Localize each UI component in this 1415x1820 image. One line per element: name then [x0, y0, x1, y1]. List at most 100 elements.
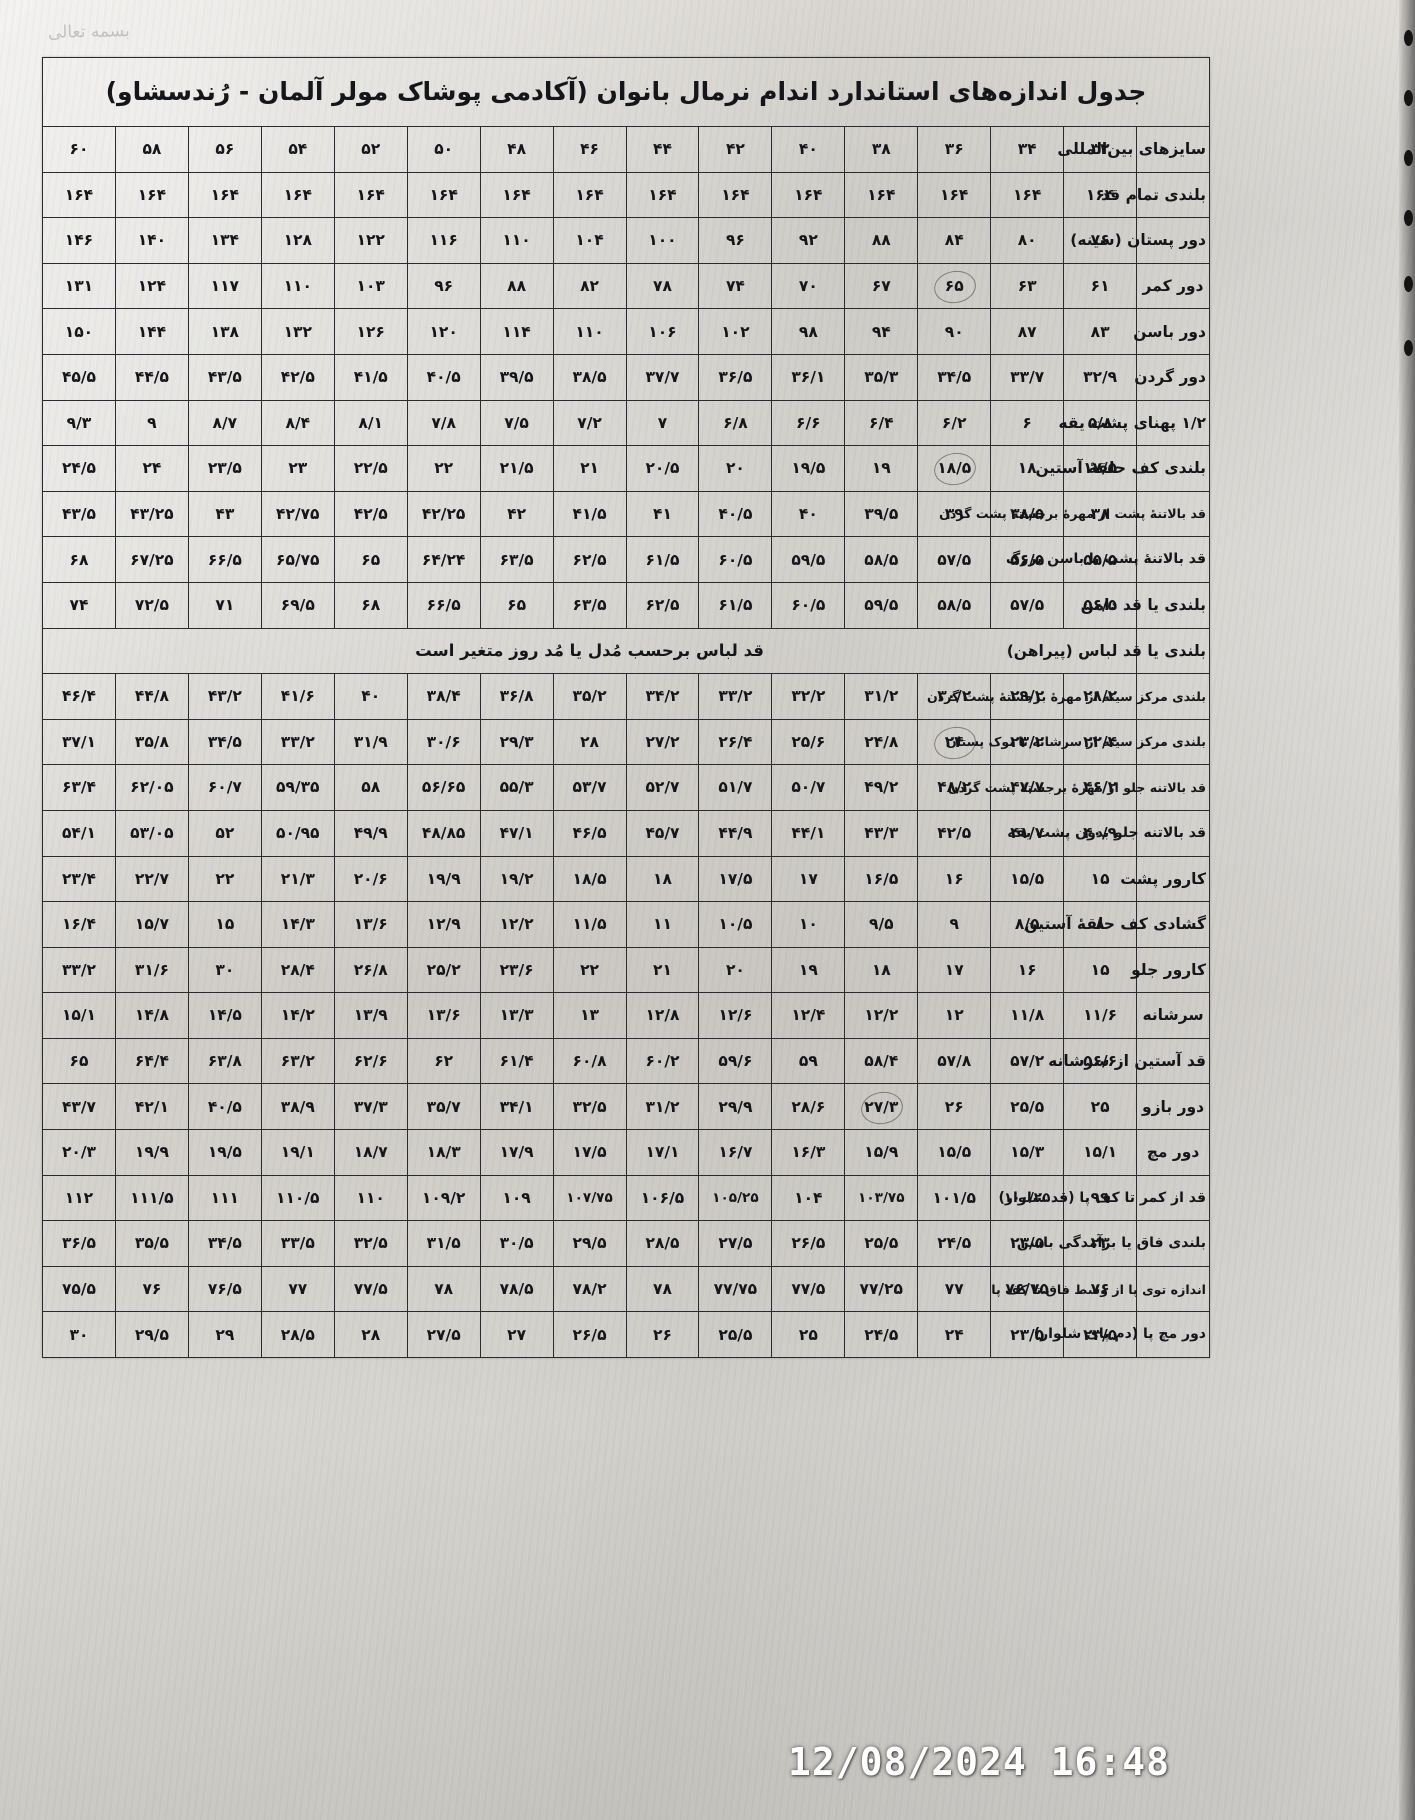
- row-label: دور بازو: [1136, 1083, 1210, 1131]
- cell-value: ۴۰/۵: [187, 1083, 262, 1131]
- cell-value: ۶۰/۵: [698, 536, 773, 583]
- cell-value: ۵۹/۵: [771, 536, 846, 583]
- cell-value: ۶۲/۰۵: [114, 764, 189, 811]
- cell-value: ۹۶: [406, 262, 481, 310]
- cell-value: ۲۸/۵: [260, 1311, 335, 1359]
- cell-value: ۱۹: [771, 946, 846, 994]
- cell-value: ۵۰/۷: [771, 764, 846, 811]
- cell-value: ۴۳: [187, 490, 262, 538]
- cell-value: ۳۳/۲: [260, 718, 335, 766]
- cell-value: ۶۲: [406, 1037, 481, 1085]
- cell-value: ۷۷: [917, 1265, 992, 1313]
- cell-value: ۶۴/۲۴: [406, 536, 481, 583]
- cell-value: ۵۳/۷: [552, 764, 627, 811]
- cell-value: ۴۲: [698, 126, 773, 173]
- cell-value: ۱۵: [187, 901, 262, 948]
- cell-value: ۴۸: [479, 126, 554, 173]
- cell-value: ۵۸/۵: [844, 536, 919, 583]
- cell-value: ۶۰/۲: [625, 1037, 700, 1085]
- cell-value: ۸۴: [917, 217, 992, 264]
- cell-value: ۱۸/۵: [552, 855, 627, 903]
- cell-value: ۱۱۱/۵: [114, 1174, 189, 1222]
- cell-value: ۸/۱: [333, 399, 408, 447]
- cell-value: ۵۵/۵: [1063, 536, 1138, 583]
- cell-value: ۱۵/۳: [990, 1129, 1065, 1176]
- cell-value: ۵۸: [333, 764, 408, 811]
- cell-value: ۳۳/۲: [698, 673, 773, 720]
- cell-value: ۵۹/۶: [698, 1037, 773, 1085]
- cell-value: ۹/۵: [844, 901, 919, 948]
- cell-value: ۷۷/۷۵: [698, 1265, 773, 1313]
- cell-value: ۴۲/۲۵: [406, 490, 481, 538]
- cell-value: ۵۰: [406, 126, 481, 173]
- cell-value: ۸/۴: [260, 399, 335, 447]
- cell-value: ۹۹: [1063, 1174, 1138, 1222]
- cell-value: ۶۳/۴: [42, 764, 116, 811]
- cell-value: ۴۰: [771, 126, 846, 173]
- cell-value: ۵۹/۵: [844, 581, 919, 629]
- cell-value: ۷۷: [260, 1265, 335, 1313]
- cell-value: ۷۶: [1063, 1265, 1138, 1313]
- table-row: بلندی تمام قد ۱۶۴ ۱۶۴ ۱۶۴ ۱۶۴ ۱۶۴ ۱۶۴ ۱۶۴ ۱۶۴ ۱۶۴…: [42, 171, 1210, 219]
- cell-value: ۴۱/۷: [990, 809, 1065, 857]
- cell-value: ۶۵: [479, 581, 554, 629]
- cell-value: ۷۶: [1063, 217, 1138, 264]
- cell-value: ۱۱/۸: [990, 992, 1065, 1039]
- cell-value: ۴۷/۷: [990, 764, 1065, 811]
- cell-value: ۱۱۲: [42, 1174, 116, 1222]
- cell-value: ۵۲: [187, 809, 262, 857]
- cell-value: ۱۵/۱: [1063, 1129, 1138, 1176]
- cell-value: ۲۱/۳: [260, 855, 335, 903]
- cell-value: ۳۷/۱: [42, 718, 116, 766]
- cell-value: ۲۷/۵: [698, 1220, 773, 1267]
- cell-value: ۴۱/۵: [552, 490, 627, 538]
- cell-value: ۶۰/۸: [552, 1037, 627, 1085]
- cell-value: ۱۶/۴: [42, 901, 116, 948]
- cell-value: ۹۸: [771, 308, 846, 355]
- cell-value: ۲۷/۳: [844, 1083, 919, 1131]
- cell-value: ۲۸/۶: [771, 1083, 846, 1131]
- cell-value: ۲۳/۶: [479, 946, 554, 994]
- row-label: قد بالاتنه جلو بدون پشت یقه: [1007, 809, 1210, 857]
- cell-value: ۱۳: [552, 992, 627, 1039]
- cell-value: ۱۰۳: [333, 262, 408, 310]
- cell-value: ۲۹/۵: [552, 1220, 627, 1267]
- cell-value: ۲۲: [187, 855, 262, 903]
- table-row: دور پستان (سینه) ۷۶ ۸۰ ۸۴ ۸۸ ۹۲ ۹۶ ۱۰۰ ۱۰۴ ۱۱۰ ۱۱۶…: [42, 217, 1210, 264]
- cell-value: ۱۶۴: [917, 171, 992, 219]
- cell-value: ۲۶/۴: [698, 718, 773, 766]
- cell-value: ۶۳/۸: [187, 1037, 262, 1085]
- cell-value: ۵۶/۶۵: [406, 764, 481, 811]
- cell-value: ۲۳/۴: [42, 855, 116, 903]
- binder-hole: [1404, 150, 1413, 166]
- cell-value: ۱۰۶/۵: [625, 1174, 700, 1222]
- cell-value: ۱۶۴: [114, 171, 189, 219]
- table-row: قد بالاتنه جلو بدون پشت یقه ۴۰/۹ ۴۱/۷ ۴۲/۵ ۴…: [42, 809, 1210, 857]
- cell-value: ۳۶/۱: [771, 353, 846, 401]
- cell-value: ۱۹/۹: [114, 1129, 189, 1176]
- cell-value: ۴۸/۲: [917, 764, 992, 811]
- cell-value: ۲۱/۵: [479, 445, 554, 492]
- cell-value: ۷۷/۲۵: [844, 1265, 919, 1313]
- cell-value: ۸: [1063, 901, 1138, 948]
- cell-value: ۶۷: [844, 262, 919, 310]
- table-row: اندازه توی پا از وسط فاق تا کف پا ۷۶ ۷۶/۷۵…: [42, 1265, 1210, 1313]
- cell-value: ۳۲/۵: [333, 1220, 408, 1267]
- cell-value: ۱۲۴: [114, 262, 189, 310]
- cell-value: ۱۴۴: [114, 308, 189, 355]
- cell-value: ۶۷/۲۵: [114, 536, 189, 583]
- cell-value: ۴۲/۷۵: [260, 490, 335, 538]
- cell-value: ۲۸: [552, 718, 627, 766]
- cell-value: ۲۷/۲: [625, 718, 700, 766]
- table-row: سرشانه ۱۱/۶ ۱۱/۸ ۱۲ ۱۲/۲ ۱۲/۴ ۱۲/۶ ۱۲/۸ ۱۳ ۱۳/۳ ۱۳…: [42, 992, 1210, 1039]
- cell-value: ۷۲/۵: [114, 581, 189, 629]
- cell-value: ۲۳/۵: [187, 445, 262, 492]
- cell-value: ۶۳/۲: [260, 1037, 335, 1085]
- cell-value: ۱۰/۵: [698, 901, 773, 948]
- cell-value: ۱۲/۴: [771, 992, 846, 1039]
- cell-value: ۶۵: [917, 262, 992, 310]
- cell-value: ۱۶۴: [698, 171, 773, 219]
- measurement-table-body: جدول اندازه‌های استاندارد اندام نرمال با…: [41, 57, 1210, 1359]
- cell-value: ۱۶۴: [187, 171, 262, 219]
- cell-value: ۶۱/۵: [698, 581, 773, 629]
